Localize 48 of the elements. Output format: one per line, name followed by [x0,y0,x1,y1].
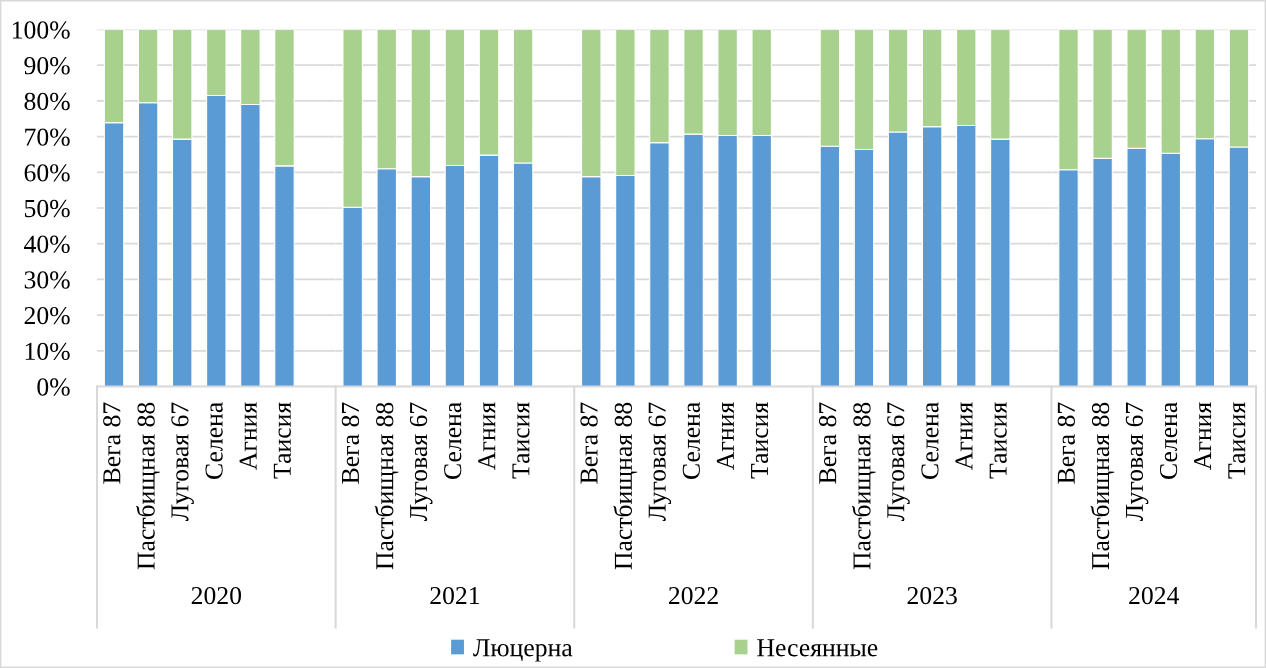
x-tick-label: Пастбищная 88 [851,402,876,570]
x-tick-label: Пастбищная 88 [136,402,160,570]
x-tick-label: Луговая 67 [648,402,672,522]
x-tick-label: Луговая 67 [887,402,910,522]
y-tick-label: 70% [25,128,70,146]
x-tick-label: Пастбищная 88 [613,402,638,570]
x-tick-label: Агния [239,402,257,470]
x-tick-label: Агния [716,402,734,470]
legend-label: Люцерна [473,639,573,662]
x-tick-label: Таисия [512,402,530,479]
x-tick-label: Луговая 67 [1125,402,1149,522]
x-tick-label: Вега 87 [818,402,837,484]
x-tick-label: Агния [955,402,973,470]
x-tick-label: Вега 87 [1057,402,1075,484]
x-tick-label: Луговая 67 [409,402,433,522]
x-tick-label: Вега 87 [580,402,598,484]
y-tick-label: 60% [24,164,70,182]
x-tick-label: Пастбищная 88 [1090,402,1115,570]
x-tick-label: Таисия [989,402,1007,479]
legend-label: Несеянные [757,639,878,657]
x-tick-label: Таисия [1228,402,1246,479]
y-tick-label: 0% [37,378,70,396]
x-tick-label: Селена [205,402,223,479]
x-axis-title: 2023 [907,586,957,605]
y-tick-label: 10% [25,342,70,361]
y-tick-label: 100% [12,21,70,39]
x-tick-label: Агния [1194,402,1212,470]
x-axis-title: 2024 [1129,586,1180,605]
x-tick-label: Селена [444,402,462,479]
x-tick-label: Вега 87 [341,402,360,484]
x-axis-title: 2022 [668,586,718,605]
x-tick-label: Селена [921,402,939,479]
x-axis-title: 2020 [191,586,242,605]
y-tick-label: 30% [24,271,70,289]
x-tick-label: Луговая 67 [171,402,194,522]
x-tick-label: Селена [1159,402,1178,479]
x-tick-label: Селена [682,402,700,479]
y-tick-label: 90% [24,57,70,75]
y-tick-label: 50% [25,199,70,218]
y-tick-label: 20% [24,306,70,325]
x-axis-title: 2021 [430,586,480,605]
x-tick-label: Пастбищная 88 [374,402,399,570]
y-tick-label: 40% [24,235,70,253]
x-tick-label: Агния [478,402,496,470]
y-tick-label: 80% [24,92,70,111]
x-tick-label: Таисия [751,402,769,479]
x-tick-label: Таисия [273,402,291,479]
x-tick-label: Вега 87 [103,402,121,484]
